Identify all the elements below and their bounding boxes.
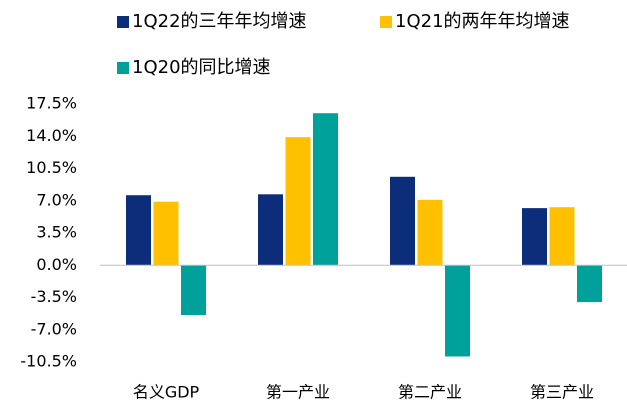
bar [549,207,575,266]
legend-label: 1Q20的同比增速 [132,57,271,78]
legend-label: 1Q22的三年年均增速 [132,11,307,32]
bar [577,265,602,303]
bar [313,113,338,266]
bar [285,137,311,266]
y-tick-label: 7.0% [36,190,77,209]
legend-swatch [117,16,129,28]
bar [153,201,179,266]
legend-swatch [380,16,392,28]
y-tick-label: 0.0% [36,255,77,274]
bar [181,265,206,316]
bar [417,199,443,266]
x-tick-label: 第二产业 [398,383,462,402]
y-tick-label: 3.5% [36,223,77,242]
bar [390,176,415,266]
y-tick-label: -7.0% [31,319,77,338]
legend-label: 1Q21的两年年均增速 [395,11,570,32]
bar [445,265,470,357]
legend-swatch [117,62,129,74]
y-tick-label: -10.5% [20,352,77,371]
legend: 1Q22的三年年均增速 1Q21的两年年均增速 1Q20的同比增速 [117,11,570,78]
bar [126,195,151,266]
y-tick-label: 14.0% [26,126,77,145]
x-tick-label: 名义GDP [133,383,200,402]
y-tick-label: 17.5% [26,94,77,113]
x-tick-label: 第一产业 [266,383,330,402]
bar [258,194,283,266]
x-tick-label: 第三产业 [530,383,594,402]
y-tick-label: 10.5% [26,158,77,177]
bar [522,208,547,266]
y-tick-label: -3.5% [31,287,77,306]
